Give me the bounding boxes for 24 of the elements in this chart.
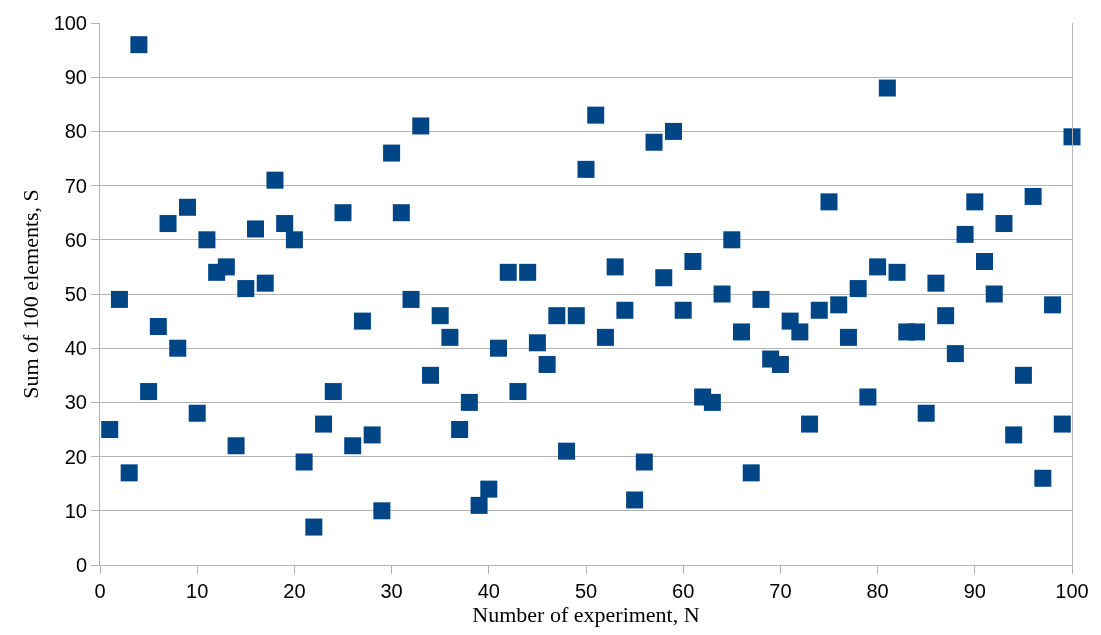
x-tick-label: 60 xyxy=(672,580,695,602)
y-tick-label: 10 xyxy=(64,499,87,522)
y-tick-label: 20 xyxy=(64,445,87,468)
x-axis-title: Number of experiment, N xyxy=(472,602,700,627)
y-tick-label: 60 xyxy=(64,228,87,251)
y-tick-label: 40 xyxy=(64,337,87,360)
y-tick-label: 0 xyxy=(75,554,87,576)
x-tick-label: 100 xyxy=(1055,580,1089,602)
x-tick-label: 30 xyxy=(380,580,403,602)
y-tick-label: 100 xyxy=(53,12,87,34)
x-tick-label: 50 xyxy=(574,580,598,602)
x-tick-label: 40 xyxy=(477,580,500,602)
y-tick-label: 90 xyxy=(64,66,87,89)
y-tick-label: 50 xyxy=(64,283,87,305)
x-tick-label: 0 xyxy=(94,580,106,602)
y-tick-label: 30 xyxy=(64,391,87,414)
y-tick-label: 70 xyxy=(64,174,87,197)
x-tick-label: 70 xyxy=(769,580,792,602)
x-tick-label: 20 xyxy=(283,580,306,602)
y-tick-label: 80 xyxy=(64,120,87,143)
y-axis-title: Sum of 100 elements, S xyxy=(18,189,44,399)
x-tick-label: 80 xyxy=(866,580,889,602)
x-tick-label: 10 xyxy=(186,580,209,602)
x-tick-label: 90 xyxy=(963,580,986,602)
